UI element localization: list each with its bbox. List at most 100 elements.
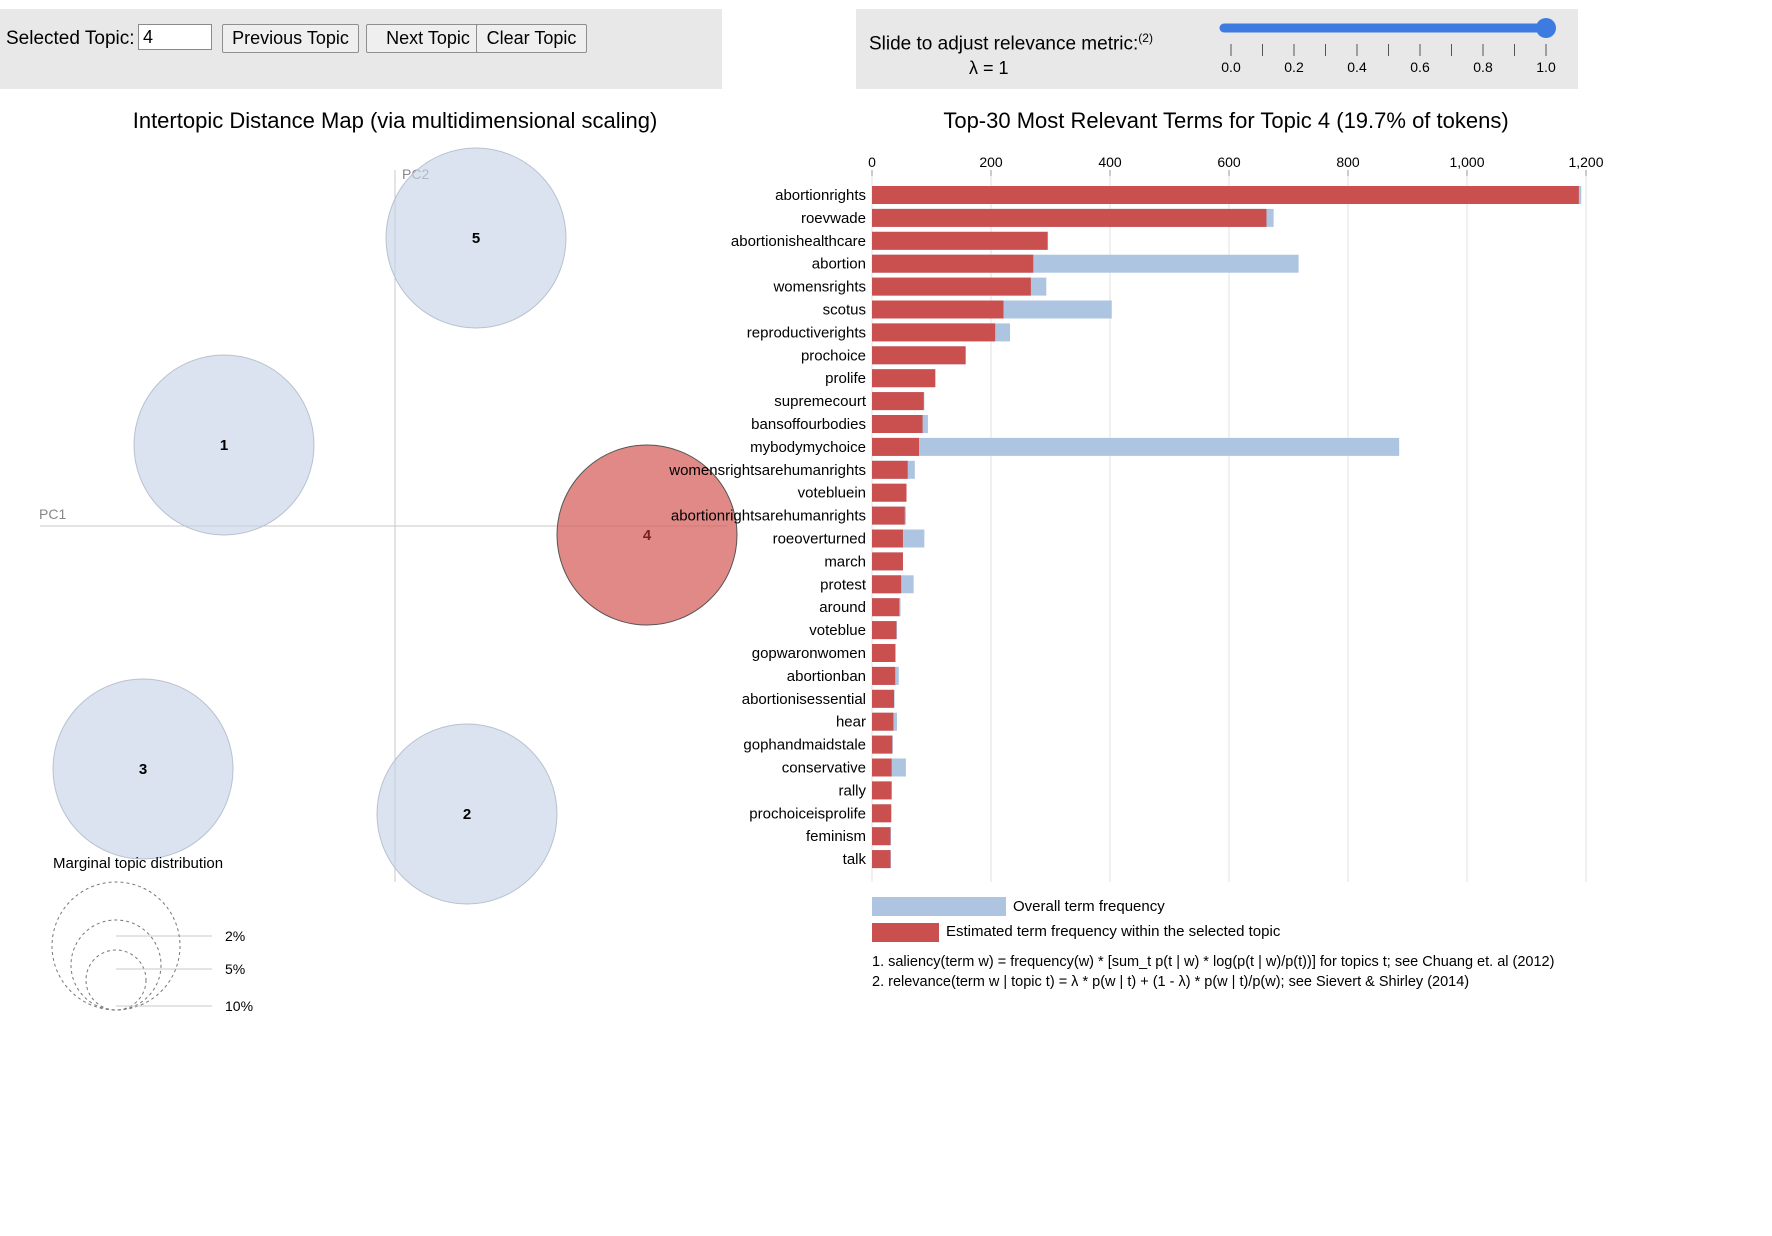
topic-control-panel: Selected Topic: Previous Topic Next Topi… <box>0 9 722 89</box>
term-label[interactable]: womensrights <box>772 279 866 296</box>
bar-chart-grid <box>871 176 1587 882</box>
slider-tick-label: 1.0 <box>1536 59 1556 75</box>
topic-circle-5[interactable]: 5 <box>385 147 567 329</box>
topic-circle-shape[interactable] <box>376 723 558 905</box>
clear-topic-button[interactable]: Clear Topic <box>476 24 587 53</box>
bar-topic-frequency[interactable] <box>872 186 1579 204</box>
selected-topic-input[interactable] <box>138 24 212 50</box>
bar-topic-frequency[interactable] <box>872 277 1031 296</box>
topic-circle-label: 5 <box>472 230 480 247</box>
bar-topic-frequency[interactable] <box>872 850 891 869</box>
topic-circle-1[interactable]: 1 <box>133 354 315 536</box>
term-label[interactable]: abortion <box>812 256 866 273</box>
bar-topic-frequency[interactable] <box>872 437 920 456</box>
term-label[interactable]: votebluein <box>798 485 866 502</box>
topic-circle-shape[interactable] <box>52 678 234 860</box>
bar-topic-frequency[interactable] <box>872 483 907 502</box>
topic-circle-label: 1 <box>220 437 228 454</box>
term-label[interactable]: reproductiverights <box>747 324 866 341</box>
term-label[interactable]: abortionishealthcare <box>731 233 866 250</box>
bar-topic-frequency[interactable] <box>872 392 924 411</box>
term-label[interactable]: womensrightsarehumanrights <box>668 462 866 479</box>
bar-topic-frequency[interactable] <box>872 346 966 365</box>
term-label[interactable]: talk <box>843 851 867 868</box>
term-label[interactable]: voteblue <box>809 622 866 639</box>
term-label[interactable]: abortionrightsarehumanrights <box>671 508 866 525</box>
bar-topic-frequency[interactable] <box>872 666 896 685</box>
topic-circles: 1 2 3 4 5 <box>52 147 738 905</box>
selected-topic-label: Selected Topic: <box>6 28 135 49</box>
slider-footnote-marker: (2) <box>1138 31 1153 45</box>
bar-topic-frequency[interactable] <box>872 735 893 754</box>
topic-circle-shape[interactable] <box>133 354 315 536</box>
term-label[interactable]: gophandmaidstale <box>743 737 866 754</box>
bar-topic-frequency[interactable] <box>872 804 892 823</box>
topic-circle-3[interactable]: 3 <box>52 678 234 860</box>
term-label[interactable]: gopwaronwomen <box>752 645 866 662</box>
term-label[interactable]: rally <box>838 782 866 799</box>
next-topic-button[interactable]: Next Topic <box>366 24 490 53</box>
topic-circle-4[interactable]: 4 <box>556 444 738 626</box>
x-tick-label: 400 <box>1098 154 1122 170</box>
bar-topic-frequency[interactable] <box>872 323 996 342</box>
legend-label-selected: Estimated term frequency within the sele… <box>946 923 1281 940</box>
marginal-legend-label: 5% <box>225 961 245 977</box>
bar-overall-frequency[interactable] <box>872 437 1400 456</box>
term-label[interactable]: protest <box>820 576 867 593</box>
term-label[interactable]: around <box>819 599 866 616</box>
term-label[interactable]: march <box>824 553 866 570</box>
term-label[interactable]: abortionisessential <box>742 691 866 708</box>
marginal-legend-circle <box>70 919 162 1011</box>
previous-topic-button[interactable]: Previous Topic <box>222 24 359 53</box>
bar-chart-x-ticks: 0 200 400 600 800 1,000 1,200 <box>868 154 1604 176</box>
term-label[interactable]: scotus <box>823 302 866 319</box>
bar-topic-frequency[interactable] <box>872 758 892 777</box>
term-label[interactable]: abortionrights <box>775 187 866 204</box>
bar-topic-frequency[interactable] <box>872 208 1267 227</box>
term-label[interactable]: bansoffourbodies <box>751 416 866 433</box>
bar-topic-frequency[interactable] <box>872 644 896 662</box>
slider-handle[interactable] <box>1536 18 1556 38</box>
term-label[interactable]: mybodymychoice <box>750 439 866 456</box>
bar-topic-frequency[interactable] <box>872 506 905 525</box>
slider-tick-label: 0.2 <box>1284 59 1304 75</box>
bar-topic-frequency[interactable] <box>872 231 1048 250</box>
term-bars <box>872 186 1582 869</box>
term-label[interactable]: supremecourt <box>774 393 867 410</box>
bar-topic-frequency[interactable] <box>872 827 891 846</box>
topic-circle-shape[interactable] <box>556 444 738 626</box>
relevance-slider[interactable]: 0.0 0.2 0.4 0.6 0.8 1.0 <box>1219 18 1556 75</box>
bar-topic-frequency[interactable] <box>872 415 923 433</box>
term-label[interactable]: abortionban <box>787 668 866 685</box>
term-label[interactable]: conservative <box>782 760 866 777</box>
bar-topic-frequency[interactable] <box>872 460 908 479</box>
bar-topic-frequency[interactable] <box>872 369 936 388</box>
bar-topic-frequency[interactable] <box>872 621 897 640</box>
term-label[interactable]: prochoiceisprolife <box>749 805 866 822</box>
topic-circle-shape[interactable] <box>385 147 567 329</box>
relevance-control-panel: Slide to adjust relevance metric:(2) λ =… <box>856 9 1578 89</box>
legend-label-overall: Overall term frequency <box>1013 898 1165 915</box>
bar-topic-frequency[interactable] <box>872 781 892 800</box>
x-tick-label: 600 <box>1217 154 1241 170</box>
term-label[interactable]: prochoice <box>801 347 866 364</box>
bar-topic-frequency[interactable] <box>872 300 1004 319</box>
term-label[interactable]: roevwade <box>801 210 866 227</box>
bar-topic-frequency[interactable] <box>872 689 895 708</box>
term-label[interactable]: prolife <box>825 370 866 387</box>
topic-circle-2[interactable]: 2 <box>376 723 558 905</box>
bar-topic-frequency[interactable] <box>872 575 902 594</box>
slider-tick-label: 0.8 <box>1473 59 1493 75</box>
bar-topic-frequency[interactable] <box>872 529 903 548</box>
term-label[interactable]: hear <box>836 714 866 731</box>
legend-swatch-overall <box>872 897 1006 916</box>
bar-topic-frequency[interactable] <box>872 598 900 617</box>
marginal-legend-label: 10% <box>225 998 253 1014</box>
term-label[interactable]: roeoverturned <box>773 531 866 548</box>
intertopic-map-title: Intertopic Distance Map (via multidimens… <box>133 108 658 133</box>
bar-topic-frequency[interactable] <box>872 254 1034 273</box>
bar-topic-frequency[interactable] <box>872 712 894 731</box>
bar-topic-frequency[interactable] <box>872 552 903 571</box>
x-tick-label: 1,000 <box>1449 154 1484 170</box>
term-label[interactable]: feminism <box>806 828 866 845</box>
